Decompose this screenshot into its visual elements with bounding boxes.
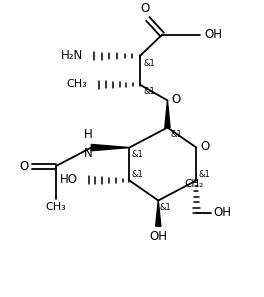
Text: O: O [200,140,210,153]
Text: OH: OH [149,230,167,243]
Text: &1: &1 [143,88,155,97]
Text: O: O [19,160,28,173]
Text: OH: OH [213,206,232,219]
Text: &1: &1 [159,203,171,212]
Text: &1: &1 [143,59,155,68]
Text: N: N [84,147,93,160]
Polygon shape [165,100,170,127]
Text: O: O [140,1,150,15]
Polygon shape [91,144,129,151]
Text: H: H [84,128,93,141]
Text: CH₂: CH₂ [184,179,203,189]
Text: H₂N: H₂N [61,49,83,62]
Text: OH: OH [204,28,222,41]
Polygon shape [156,200,161,226]
Text: HO: HO [60,173,78,187]
Text: CH₃: CH₃ [45,202,66,212]
Text: CH₃: CH₃ [67,79,87,89]
Text: &1: &1 [132,170,144,179]
Text: &1: &1 [199,170,211,179]
Text: &1: &1 [170,130,182,139]
Text: &1: &1 [132,150,144,159]
Text: O: O [171,93,181,106]
